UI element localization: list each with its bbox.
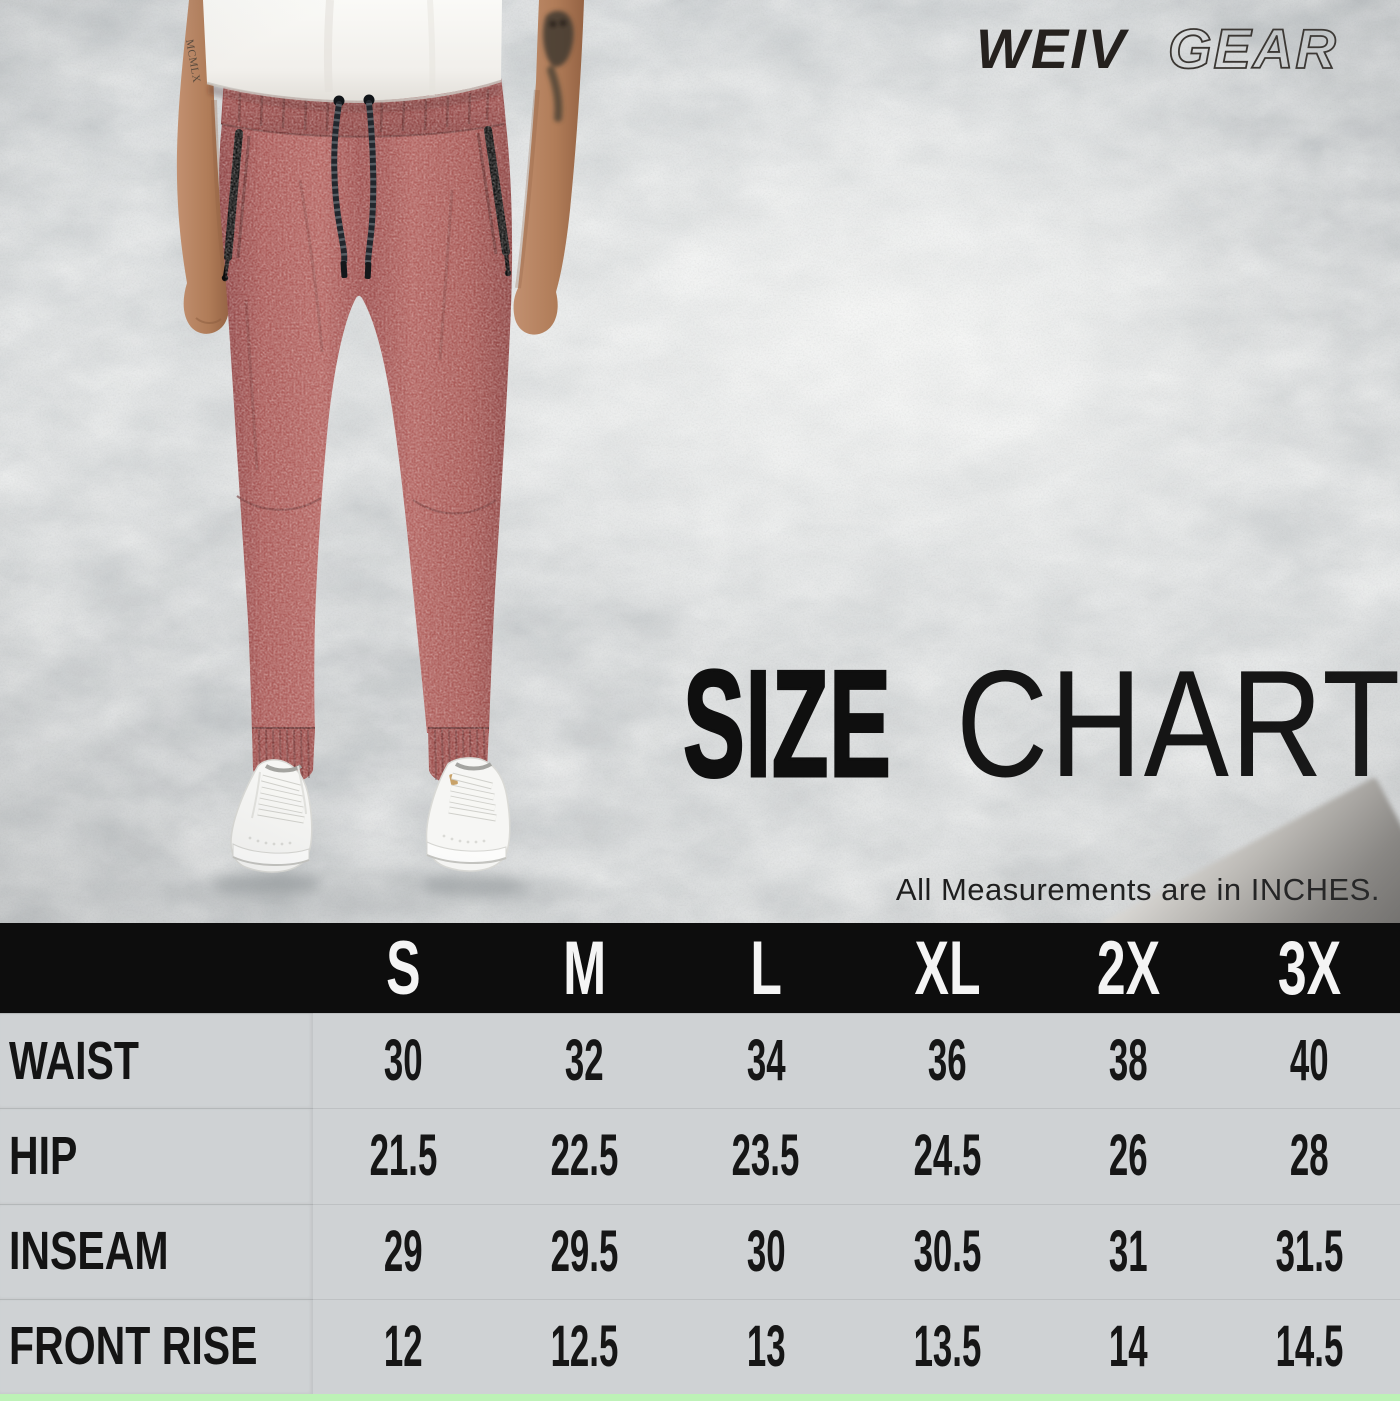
- knee-seam-right: [412, 499, 497, 515]
- cell-front-rise-l: 13: [675, 1299, 856, 1394]
- cell-front-rise-xl: 13.5: [857, 1299, 1038, 1394]
- size-col-xl: XL: [856, 923, 1038, 1013]
- cell-front-rise-2x: 14: [1038, 1299, 1219, 1394]
- waistband: [220, 78, 505, 138]
- cell-front-rise-3x: 14.5: [1219, 1299, 1400, 1394]
- size-col-s: S: [313, 923, 495, 1013]
- size-header-spacer: [0, 923, 313, 1013]
- cell-waist-xl: 36: [857, 1013, 1038, 1108]
- knee-seam-left: [236, 495, 322, 511]
- row-label-front-rise: FRONT RISE: [0, 1299, 313, 1394]
- cell-inseam-l: 30: [675, 1204, 856, 1299]
- sneaker-right: [425, 757, 511, 872]
- logo-weiv-text: WEIV: [976, 22, 1130, 78]
- background-object-shadow: [1092, 776, 1400, 923]
- ribbed-cuffs: [252, 727, 489, 785]
- size-chart-table: S M L XL 2X 3X WAIST 30 32 34 36 38 40 H…: [0, 923, 1400, 1394]
- zipper-pocket-left: [221, 129, 251, 282]
- cell-waist-l: 34: [675, 1013, 856, 1108]
- cell-waist-s: 30: [313, 1013, 494, 1108]
- cell-hip-xl: 24.5: [857, 1108, 1038, 1203]
- hero-section: MCMLX: [0, 0, 1400, 923]
- cell-waist-3x: 40: [1219, 1013, 1400, 1108]
- floor-shadow: [155, 870, 585, 914]
- zipper-pocket-right: [476, 126, 512, 277]
- cell-inseam-xl: 30.5: [857, 1204, 1038, 1299]
- cell-hip-l: 23.5: [675, 1108, 856, 1203]
- cell-hip-3x: 28: [1219, 1108, 1400, 1203]
- cell-inseam-3x: 31.5: [1219, 1204, 1400, 1299]
- cell-inseam-2x: 31: [1038, 1204, 1219, 1299]
- logo-gear-text: GEAR: [1168, 22, 1338, 78]
- cell-hip-m: 22.5: [494, 1108, 675, 1203]
- green-accent-strip: [0, 1394, 1400, 1401]
- size-col-l: L: [675, 923, 857, 1013]
- model-photo: MCMLX: [155, 0, 585, 914]
- measurement-note: All Measurements are in INCHES.: [895, 872, 1380, 907]
- tshirt: [203, 0, 502, 103]
- size-col-m: M: [494, 923, 676, 1013]
- cell-hip-2x: 26: [1038, 1108, 1219, 1203]
- size-col-3x: 3X: [1218, 923, 1400, 1013]
- text-tattoo: MCMLX: [183, 38, 202, 83]
- marble-texture: [0, 0, 1400, 923]
- joggers: [208, 78, 513, 733]
- cell-front-rise-s: 12: [313, 1299, 494, 1394]
- row-label-inseam: INSEAM: [0, 1204, 313, 1299]
- cell-inseam-s: 29: [313, 1204, 494, 1299]
- owl-tattoo: [543, 10, 574, 122]
- cell-waist-2x: 38: [1038, 1013, 1219, 1108]
- cell-waist-m: 32: [494, 1013, 675, 1108]
- row-label-hip: HIP: [0, 1108, 313, 1203]
- cell-front-rise-m: 12.5: [494, 1299, 675, 1394]
- brand-logo: WEIV GEAR: [976, 22, 1338, 78]
- arm-right: MCMLX: [176, 0, 230, 334]
- row-label-waist: WAIST: [0, 1013, 313, 1108]
- headline-size: SIZE: [682, 639, 892, 809]
- cell-inseam-m: 29.5: [494, 1204, 675, 1299]
- headline-chart: CHART: [956, 639, 1400, 809]
- arm-left: [513, 0, 584, 335]
- cell-hip-s: 21.5: [313, 1108, 494, 1203]
- sneaker-left: [230, 759, 313, 873]
- drawstring: [331, 94, 377, 280]
- size-col-2x: 2X: [1037, 923, 1219, 1013]
